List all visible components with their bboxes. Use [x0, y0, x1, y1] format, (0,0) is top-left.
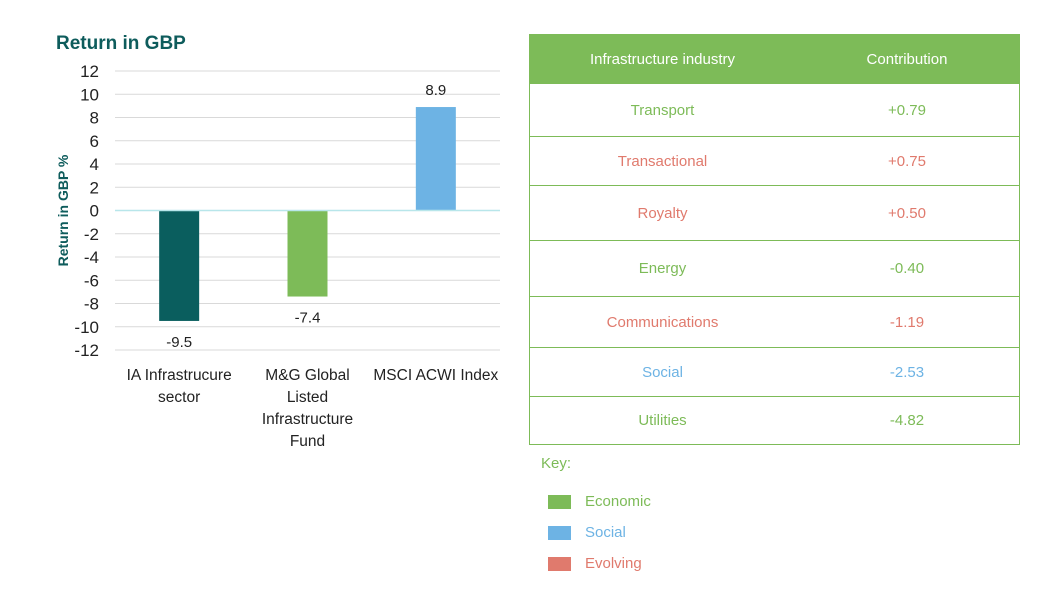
category-label: MSCI ACWI Index: [373, 367, 498, 384]
y-tick-label: -4: [84, 248, 99, 267]
key-swatch: [548, 525, 571, 540]
industry-cell: Communications: [606, 313, 719, 331]
table-row: Energy -0.40: [530, 240, 1019, 296]
contribution-cell: -1.19: [889, 313, 925, 331]
contribution-cell: -2.53: [889, 363, 925, 381]
y-tick-label: 6: [90, 132, 99, 151]
y-tick-label: 2: [90, 178, 99, 197]
y-tick-label: -12: [74, 341, 99, 360]
y-tick-label: -10: [74, 318, 99, 337]
key-label: Social: [585, 524, 626, 541]
table-body: Transport +0.79 Transactional +0.75 Royalty +…: [530, 83, 1019, 444]
table-row: Transport +0.79: [530, 83, 1019, 136]
key-item: Economic: [541, 486, 651, 517]
key-label: Economic: [585, 493, 651, 510]
table-row: Transactional +0.75: [530, 136, 1019, 185]
table-row: Utilities -4.82: [530, 396, 1019, 444]
y-tick-label: -8: [84, 295, 99, 314]
data-label: 8.9: [425, 82, 446, 99]
y-tick-label: 12: [80, 62, 99, 81]
bar: [415, 107, 456, 211]
industry-cell: Transactional: [617, 152, 708, 170]
industry-cell: Utilities: [638, 412, 687, 429]
key-swatch: [548, 556, 571, 571]
y-tick-label: 8: [90, 109, 99, 128]
header-industry: Infrastructure industry: [589, 50, 736, 68]
key-items: Economic Social Evolving: [541, 486, 651, 579]
key-label: Evolving: [585, 555, 642, 572]
category-label: M&G Global: [265, 367, 349, 384]
table-row: Royalty +0.50: [530, 185, 1019, 240]
bar-chart: 12 10 8 6 4 2 0 -2 -4 -6 -8 -10 -12 Return in GBP % -9…: [55, 62, 500, 450]
bar: [159, 210, 200, 321]
table-row: Social -2.53: [530, 347, 1019, 396]
key-swatch: [548, 494, 571, 509]
industry-cell: Social: [642, 363, 683, 381]
bar: [287, 210, 328, 297]
contribution-cell: +0.75: [888, 152, 926, 170]
legend-key: Key: Economic Social Evolving: [541, 455, 651, 579]
y-tick-label: 0: [90, 202, 99, 221]
industry-cell: Energy: [638, 260, 687, 277]
industry-cell: Transport: [630, 101, 695, 119]
contribution-cell: -4.82: [889, 412, 925, 429]
chart-title: Return in GBP: [56, 33, 186, 54]
category-label: Fund: [290, 433, 325, 450]
key-title: Key:: [541, 455, 572, 472]
y-tick-label: -2: [84, 225, 99, 244]
table-row: Communications -1.19: [530, 296, 1019, 347]
key-item: Social: [541, 517, 651, 548]
y-tick-label: 4: [90, 155, 99, 174]
category-label: IA Infrastrucure: [127, 367, 232, 384]
table-header: Infrastructure industry Contribution: [530, 35, 1019, 83]
category-label: sector: [158, 389, 200, 406]
category-label: Listed: [287, 389, 328, 406]
contribution-cell: +0.79: [888, 101, 926, 119]
industry-cell: Royalty: [637, 204, 688, 222]
y-axis-label: Return in GBP %: [55, 154, 71, 266]
y-tick-label: 10: [80, 85, 99, 104]
data-label: -7.4: [295, 310, 321, 327]
y-tick-label: -6: [84, 271, 99, 290]
category-label: Infrastructure: [262, 411, 353, 428]
data-label: -9.5: [166, 334, 192, 351]
industry-contribution-table: Infrastructure industry Contribution Tra…: [529, 34, 1020, 445]
header-contribution: Contribution: [866, 50, 948, 68]
key-item: Evolving: [541, 548, 651, 579]
contribution-cell: -0.40: [889, 260, 925, 277]
contribution-cell: +0.50: [888, 204, 926, 222]
